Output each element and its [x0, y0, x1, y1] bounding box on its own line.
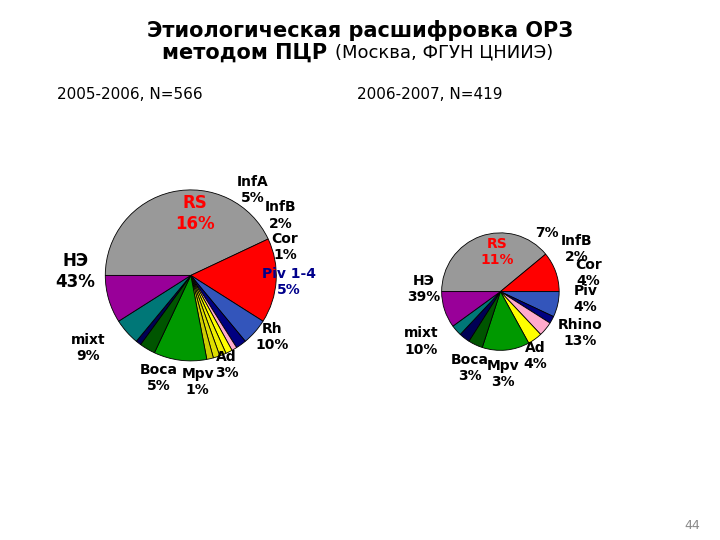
Wedge shape: [191, 275, 220, 358]
Text: Rhino
13%: Rhino 13%: [557, 318, 602, 348]
Text: RS
16%: RS 16%: [175, 194, 215, 233]
Wedge shape: [191, 275, 213, 360]
Wedge shape: [191, 275, 246, 348]
Text: 44: 44: [684, 519, 700, 532]
Text: InfB
2%: InfB 2%: [265, 200, 297, 231]
Text: Ad
4%: Ad 4%: [523, 341, 547, 372]
Wedge shape: [500, 292, 550, 334]
Wedge shape: [460, 292, 500, 341]
Text: (Москва, ФГУН ЦНИИЭ): (Москва, ФГУН ЦНИИЭ): [335, 43, 553, 61]
Wedge shape: [500, 292, 559, 316]
Wedge shape: [191, 275, 232, 353]
Wedge shape: [136, 275, 191, 345]
Text: Rh
10%: Rh 10%: [256, 322, 289, 352]
Text: Cor
4%: Cor 4%: [575, 258, 602, 288]
Wedge shape: [105, 275, 191, 321]
Text: Этиологическая расшифровка ОРЗ: Этиологическая расшифровка ОРЗ: [147, 20, 573, 41]
Wedge shape: [154, 275, 207, 361]
Text: InfB
2%: InfB 2%: [561, 234, 593, 265]
Wedge shape: [469, 292, 500, 347]
Wedge shape: [191, 275, 226, 356]
Wedge shape: [119, 275, 191, 341]
Text: Mpv
3%: Mpv 3%: [487, 359, 520, 389]
Wedge shape: [453, 292, 500, 334]
Wedge shape: [441, 292, 500, 326]
Text: Mpv
1%: Mpv 1%: [181, 367, 214, 397]
Text: Ad
3%: Ad 3%: [215, 350, 238, 380]
Wedge shape: [500, 292, 541, 343]
Wedge shape: [191, 239, 276, 321]
Text: Piv
4%: Piv 4%: [574, 284, 598, 314]
Text: Boca
5%: Boca 5%: [139, 363, 177, 393]
Text: InfA
5%: InfA 5%: [236, 175, 269, 205]
Text: 7%: 7%: [536, 226, 559, 240]
Wedge shape: [140, 275, 191, 353]
Text: mixt
10%: mixt 10%: [404, 326, 438, 356]
Text: 2006-2007, N=419: 2006-2007, N=419: [357, 87, 503, 102]
Text: НЭ
39%: НЭ 39%: [408, 274, 441, 304]
Text: Piv 1-4
5%: Piv 1-4 5%: [262, 267, 316, 298]
Wedge shape: [191, 275, 263, 341]
Wedge shape: [441, 233, 546, 292]
Text: Cor
1%: Cor 1%: [271, 232, 298, 262]
Text: RS
11%: RS 11%: [481, 237, 514, 267]
Wedge shape: [500, 292, 554, 323]
Wedge shape: [500, 254, 559, 292]
Text: mixt
9%: mixt 9%: [71, 333, 106, 363]
Wedge shape: [482, 292, 528, 350]
Wedge shape: [191, 275, 237, 350]
Text: методом ПЦР: методом ПЦР: [163, 43, 328, 63]
Text: НЭ
43%: НЭ 43%: [55, 252, 95, 291]
Text: 2005-2006, N=566: 2005-2006, N=566: [57, 87, 203, 102]
Wedge shape: [105, 190, 268, 275]
Text: Boca
3%: Boca 3%: [451, 353, 489, 383]
